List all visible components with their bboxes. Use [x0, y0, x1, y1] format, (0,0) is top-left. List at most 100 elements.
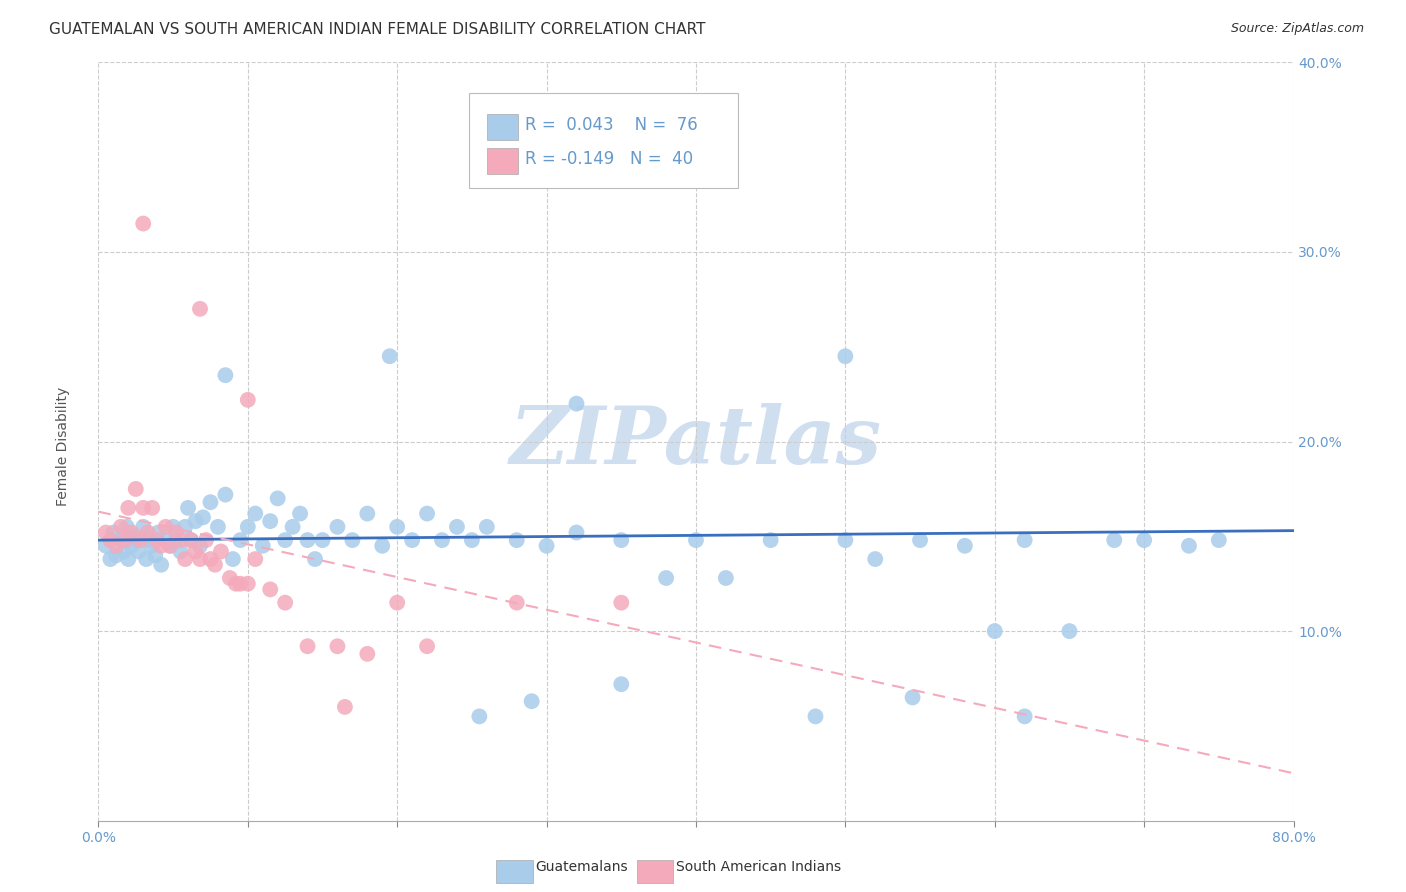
Point: [252, 539, 274, 553]
Point: [401, 533, 423, 548]
Point: [150, 539, 173, 553]
Point: [98, 533, 122, 548]
Point: [214, 368, 236, 383]
Point: [506, 596, 529, 610]
Point: [188, 552, 211, 566]
Point: [188, 301, 211, 316]
Point: [165, 533, 187, 548]
Point: [155, 533, 177, 548]
Point: [342, 533, 364, 548]
Point: [141, 539, 163, 553]
Point: [565, 396, 588, 410]
Point: [834, 533, 856, 548]
Point: [371, 539, 394, 553]
Point: [114, 533, 136, 548]
Point: [288, 507, 311, 521]
Point: [169, 533, 191, 548]
Point: [225, 576, 247, 591]
Point: [117, 500, 139, 515]
Point: [520, 694, 543, 708]
Point: [174, 520, 197, 534]
Point: [162, 520, 184, 534]
Point: [245, 552, 267, 566]
Point: [759, 533, 782, 548]
FancyBboxPatch shape: [470, 93, 738, 187]
Point: [1014, 533, 1036, 548]
Point: [125, 533, 148, 548]
Point: [1104, 533, 1126, 548]
Point: [385, 596, 409, 610]
Point: [191, 510, 214, 524]
Point: [297, 533, 319, 548]
Point: [1178, 539, 1201, 553]
Point: [236, 392, 259, 407]
Text: GUATEMALAN VS SOUTH AMERICAN INDIAN FEMALE DISABILITY CORRELATION CHART: GUATEMALAN VS SOUTH AMERICAN INDIAN FEMA…: [49, 22, 706, 37]
Point: [565, 525, 588, 540]
Point: [207, 520, 229, 534]
Point: [159, 539, 181, 553]
Point: [655, 571, 678, 585]
Point: [461, 533, 484, 548]
Point: [94, 525, 117, 540]
Point: [184, 544, 207, 558]
Point: [165, 525, 187, 540]
Point: [416, 507, 439, 521]
Point: [209, 544, 232, 558]
Point: [416, 639, 439, 653]
Point: [110, 533, 132, 548]
Point: [120, 525, 142, 540]
Point: [174, 552, 197, 566]
Point: [610, 596, 633, 610]
Point: [204, 558, 226, 572]
Point: [143, 548, 166, 563]
Point: [267, 491, 290, 506]
Point: [136, 525, 159, 540]
Text: Source: ZipAtlas.com: Source: ZipAtlas.com: [1230, 22, 1364, 36]
Point: [125, 482, 148, 496]
Point: [159, 539, 181, 553]
Point: [132, 500, 155, 515]
Point: [180, 533, 202, 548]
Point: [145, 533, 167, 548]
Point: [229, 576, 252, 591]
Point: [200, 495, 222, 509]
Point: [103, 525, 125, 540]
Point: [356, 507, 378, 521]
Point: [110, 520, 132, 534]
Point: [1208, 533, 1230, 548]
Point: [536, 539, 558, 553]
Point: [714, 571, 737, 585]
Point: [132, 217, 155, 231]
Point: [219, 571, 242, 585]
Point: [274, 596, 297, 610]
Point: [297, 639, 319, 653]
Point: [311, 533, 333, 548]
Point: [506, 533, 529, 548]
Point: [610, 533, 633, 548]
Point: [259, 514, 281, 528]
Point: [120, 539, 142, 553]
Text: Guatemalans: Guatemalans: [536, 860, 628, 874]
Point: [304, 552, 326, 566]
Point: [834, 349, 856, 363]
Point: [112, 544, 135, 558]
Point: [356, 647, 378, 661]
Point: [430, 533, 453, 548]
Point: [177, 500, 200, 515]
Point: [188, 539, 211, 553]
Point: [901, 690, 924, 705]
Point: [326, 639, 349, 653]
Point: [984, 624, 1007, 639]
Point: [180, 533, 202, 548]
Point: [135, 552, 157, 566]
Point: [229, 533, 252, 548]
Point: [124, 529, 146, 543]
Point: [1059, 624, 1081, 639]
Point: [446, 520, 468, 534]
Point: [105, 539, 128, 553]
Point: [155, 520, 177, 534]
Point: [385, 520, 409, 534]
FancyBboxPatch shape: [486, 148, 517, 174]
Point: [236, 520, 259, 534]
Point: [115, 520, 138, 534]
